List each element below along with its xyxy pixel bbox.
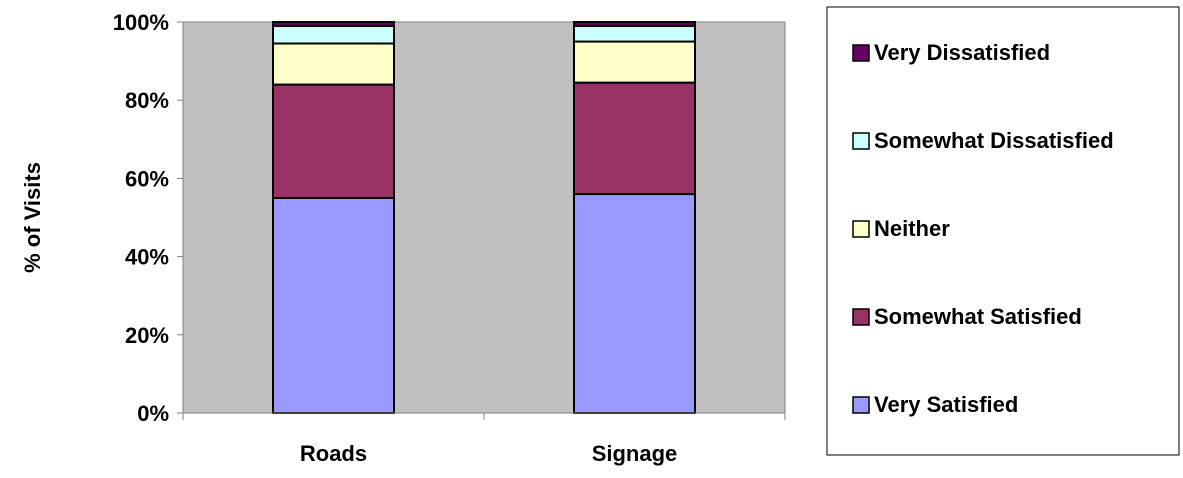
legend-swatch bbox=[852, 132, 870, 150]
bar-segment bbox=[573, 81, 696, 196]
y-tick-label: 60% bbox=[125, 166, 169, 191]
y-tick-labels: 0% 20% 40% 60% 80% 100% bbox=[113, 10, 169, 426]
y-tick-label: 100% bbox=[113, 10, 169, 35]
legend-swatch bbox=[852, 308, 870, 326]
bars-layer bbox=[272, 21, 696, 414]
x-tick-label: Signage bbox=[592, 441, 678, 466]
x-tick-label: Roads bbox=[300, 441, 367, 466]
legend bbox=[826, 6, 1180, 456]
legend-swatch bbox=[852, 396, 870, 414]
bar-segment bbox=[272, 24, 395, 45]
legend-label: Very Satisfied bbox=[874, 392, 1018, 417]
legend-swatch bbox=[852, 220, 870, 238]
bar-segment bbox=[573, 193, 696, 414]
legend-label: Very Dissatisfied bbox=[874, 40, 1050, 65]
legend-label: Somewhat Dissatisfied bbox=[874, 128, 1114, 153]
bar-segment bbox=[272, 42, 395, 86]
legend-label: Somewhat Satisfied bbox=[874, 304, 1082, 329]
y-tick-label: 20% bbox=[125, 323, 169, 348]
bar-segment bbox=[272, 83, 395, 199]
bar-segment bbox=[272, 196, 395, 414]
y-tick-label: 80% bbox=[125, 88, 169, 113]
bar-segment bbox=[272, 21, 395, 27]
y-axis-title: % of Visits bbox=[20, 162, 45, 273]
bar-segment bbox=[573, 24, 696, 43]
axes-layer bbox=[177, 21, 786, 420]
bar-segment bbox=[573, 40, 696, 84]
legend-entries: Very Dissatisfied Somewhat Dissatisfied Ne… bbox=[852, 40, 1114, 417]
bar-segment bbox=[573, 21, 696, 27]
y-tick-label: 40% bbox=[125, 245, 169, 270]
x-tick-labels: Roads Signage bbox=[300, 441, 677, 466]
y-tick-label: 0% bbox=[137, 401, 169, 426]
legend-label: Neither bbox=[874, 216, 950, 241]
legend-swatch bbox=[852, 44, 870, 62]
